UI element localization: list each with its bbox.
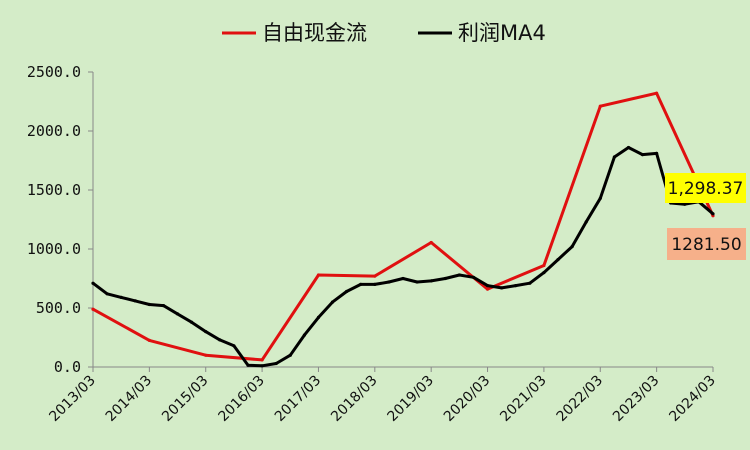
x-tick-label: 2015/03 [159,373,211,425]
x-tick-label: 2019/03 [385,373,437,425]
y-tick-label: 0.0 [54,358,81,376]
data-point [556,258,560,262]
value-label: 1281.50 [667,228,746,260]
data-point [542,271,546,275]
data-point [711,212,715,216]
data-point [485,287,490,291]
x-tick-label: 2024/03 [666,373,718,425]
data-point [316,273,321,277]
data-point [147,302,151,307]
data-point [655,151,659,155]
data-point [302,333,306,337]
data-point [683,202,687,206]
data-point [161,304,166,308]
data-point [387,280,391,284]
y-tick-label: 500.0 [36,299,81,317]
data-point [612,155,617,159]
data-point [655,91,659,95]
data-point [288,353,292,357]
value-label-box [665,173,746,203]
data-point [190,320,194,324]
y-tick-label: 1500.0 [27,181,81,199]
data-point [133,299,137,303]
x-tick-label: 2023/03 [610,373,662,425]
y-tick-label: 2500.0 [27,63,81,81]
data-point [260,358,264,362]
data-point [457,273,461,277]
data-point [401,276,405,281]
y-tick-label: 2000.0 [27,122,81,140]
data-point [345,289,349,294]
value-label-text: 1,298.37 [668,179,744,199]
value-label-box [667,228,746,260]
series-2 [91,145,715,368]
data-point [218,338,222,342]
data-point [204,353,208,357]
data-point [91,307,95,311]
legend-label: 自由现金流 [262,21,367,45]
value-label-text: 1281.50 [671,235,741,255]
data-point [443,276,447,281]
series-layer [91,91,715,368]
data-point [330,300,335,304]
x-tick-label: 2022/03 [554,373,606,425]
legend: 自由现金流 利润MA4 [222,21,546,45]
x-tick-label: 2016/03 [215,373,267,425]
x-tick-label: 2020/03 [441,373,493,425]
series-line [92,146,714,368]
series-line [92,91,715,362]
data-point [204,330,208,334]
data-point [528,281,532,285]
y-tick-label: 1000.0 [27,240,81,258]
data-point [373,274,377,278]
data-point [316,315,321,319]
x-tick-label: 2018/03 [328,373,380,425]
data-point [359,282,363,286]
data-point [119,295,123,299]
data-point [570,245,574,249]
legend-item: 利润MA4 [418,21,546,45]
data-point [500,286,504,290]
x-tick-label: 2013/03 [46,373,98,425]
data-point [147,338,151,342]
legend-label: 利润MA4 [458,21,546,45]
x-tick-label: 2017/03 [272,373,324,425]
data-point [175,312,180,316]
data-point [429,240,433,245]
data-point [260,364,264,368]
data-point [598,104,602,108]
data-point [246,363,250,367]
data-point [640,153,645,157]
data-point [105,292,109,296]
data-point [91,281,95,285]
data-point [373,282,377,286]
data-point [415,280,419,284]
data-point [514,284,518,288]
data-point [274,361,278,366]
legend-item: 自由现金流 [222,21,367,45]
annotations: 1,298.37 1281.50 [665,173,746,260]
data-point [232,344,236,348]
data-point [429,279,433,283]
x-tick-label: 2014/03 [103,373,155,425]
series-1 [91,91,715,362]
data-point [584,220,588,224]
data-point [626,145,631,150]
x-tick-label: 2021/03 [497,373,549,425]
data-point [542,263,546,268]
value-label: 1,298.37 [665,173,746,203]
data-point [598,196,602,200]
data-point [485,284,490,288]
data-point [471,275,476,279]
